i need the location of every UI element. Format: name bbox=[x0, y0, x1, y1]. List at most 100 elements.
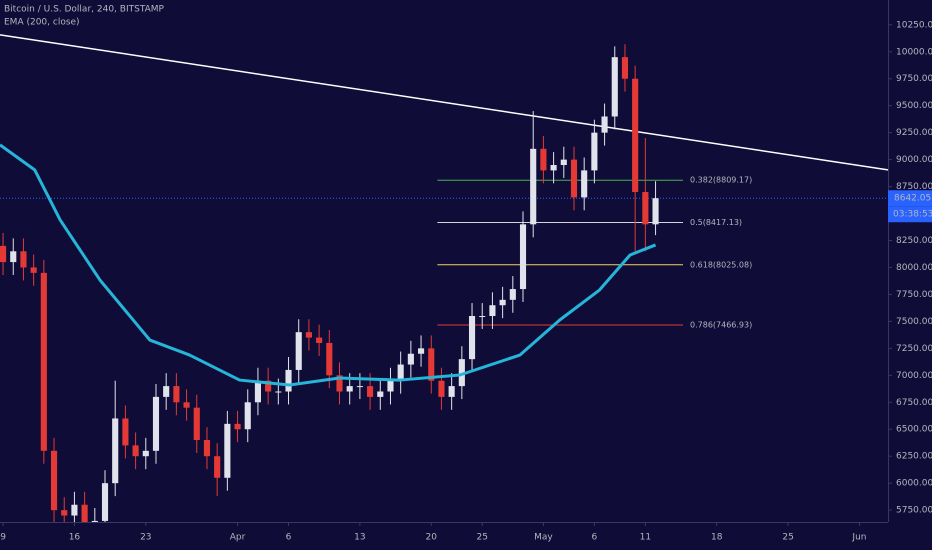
candle-body bbox=[71, 504, 78, 516]
candle-body bbox=[540, 148, 547, 171]
candle-body bbox=[152, 396, 160, 451]
candle-body bbox=[10, 251, 17, 263]
candle-body bbox=[407, 353, 414, 365]
candle-body bbox=[0, 245, 7, 263]
x-tick-label: May bbox=[534, 533, 553, 543]
chart-title: Bitcoin / U.S. Dollar, 240, BITSTAMP bbox=[4, 5, 165, 15]
candle-body bbox=[560, 159, 567, 166]
candle-body bbox=[91, 520, 98, 522]
x-tick-label: Jun bbox=[851, 533, 866, 543]
y-tick-label: 6500.00 bbox=[896, 425, 932, 435]
candle-body bbox=[316, 337, 323, 343]
candle-body bbox=[428, 348, 435, 381]
last-price-label: 8642.05 bbox=[894, 194, 931, 204]
y-tick-label: 6250.00 bbox=[896, 452, 932, 462]
candle-body bbox=[642, 191, 649, 225]
candle-body bbox=[611, 57, 618, 117]
candle-body bbox=[336, 375, 343, 392]
candle-body bbox=[367, 386, 374, 397]
candle-body bbox=[30, 267, 37, 273]
y-tick-label: 9750.00 bbox=[896, 74, 932, 84]
candle-body bbox=[458, 359, 465, 387]
candle-body bbox=[387, 380, 394, 392]
candle-body bbox=[142, 450, 149, 457]
fib-label: 0.382(8809.17) bbox=[690, 176, 752, 185]
trendline bbox=[0, 34, 888, 171]
countdown-label: 03:38:53 bbox=[893, 210, 932, 220]
y-tick-label: 5750.00 bbox=[896, 506, 932, 516]
y-tick-label: 10000.00 bbox=[896, 47, 932, 57]
candle-body bbox=[265, 380, 272, 392]
x-tick-label: 23 bbox=[140, 533, 151, 543]
last-price-box bbox=[888, 190, 932, 207]
candle-body bbox=[652, 198, 659, 225]
x-tick-label: 20 bbox=[426, 533, 438, 543]
candle-body bbox=[254, 380, 261, 403]
candle-body bbox=[356, 386, 363, 388]
candle-body bbox=[50, 450, 58, 511]
candle-body bbox=[214, 456, 221, 478]
candle-body bbox=[448, 386, 455, 397]
y-tick-label: 7250.00 bbox=[896, 344, 932, 354]
candle-body bbox=[183, 402, 190, 408]
x-tick-label: 6 bbox=[592, 533, 598, 543]
candle-body bbox=[377, 391, 384, 397]
candle-body bbox=[418, 348, 425, 354]
x-tick-label: 6 bbox=[286, 533, 292, 543]
x-tick-label: 25 bbox=[782, 533, 793, 543]
y-tick-label: 9250.00 bbox=[896, 128, 932, 138]
y-tick-label: 6750.00 bbox=[896, 398, 932, 408]
y-tick-label: 8250.00 bbox=[896, 236, 932, 246]
candle-body bbox=[122, 418, 129, 446]
candle-body bbox=[346, 386, 353, 392]
candle-body bbox=[112, 418, 119, 484]
y-tick-label: 8750.00 bbox=[896, 182, 932, 192]
candle-body bbox=[438, 380, 445, 397]
candle-body bbox=[20, 251, 27, 268]
x-tick-label: 25 bbox=[477, 533, 488, 543]
plot-area: 0.382(8809.17) 0.5(8417.13) 0.618(8025.08)… bbox=[0, 34, 888, 522]
candle-body bbox=[530, 148, 537, 225]
y-tick-label: 10250.00 bbox=[896, 20, 932, 30]
y-tick-label: 7500.00 bbox=[896, 317, 932, 327]
candle-body bbox=[489, 305, 496, 317]
candle-body bbox=[81, 504, 88, 522]
x-tick-label: 18 bbox=[711, 533, 723, 543]
candle-body bbox=[234, 423, 241, 430]
candle-body bbox=[193, 407, 200, 441]
candle-body bbox=[601, 116, 608, 133]
candle-body bbox=[509, 289, 516, 300]
y-tick-label: 9500.00 bbox=[896, 101, 932, 111]
candle-body bbox=[326, 342, 333, 376]
candle-body bbox=[468, 316, 476, 360]
candle-body bbox=[101, 483, 109, 521]
candle-body bbox=[132, 445, 139, 457]
candle-body bbox=[621, 57, 629, 79]
candle-body bbox=[173, 386, 180, 403]
candle-body bbox=[203, 440, 211, 457]
candle-body bbox=[295, 332, 302, 370]
candle-body bbox=[244, 402, 251, 430]
fib-label: 0.618(8025.08) bbox=[690, 260, 752, 269]
candle-body bbox=[550, 165, 557, 171]
candle-body bbox=[632, 78, 639, 192]
x-tick-label: 13 bbox=[354, 533, 365, 543]
candle-body bbox=[397, 364, 404, 381]
candle-body bbox=[519, 224, 527, 290]
x-tick-label: 9 bbox=[0, 533, 6, 543]
countdown-box bbox=[888, 206, 932, 223]
y-tick-label: 6000.00 bbox=[896, 479, 932, 489]
candle-body bbox=[479, 316, 486, 318]
indicator-label: EMA (200, close) bbox=[4, 18, 80, 28]
fib-label: 0.5(8417.13) bbox=[690, 218, 742, 227]
candle-body bbox=[499, 299, 506, 306]
y-tick-label: 7000.00 bbox=[896, 371, 932, 381]
candle-body bbox=[40, 272, 47, 451]
candle-body bbox=[163, 386, 170, 397]
candle-body bbox=[285, 369, 292, 392]
fib-label: 0.786(7466.93) bbox=[690, 320, 752, 329]
candle-body bbox=[61, 510, 68, 516]
candle-body bbox=[275, 391, 282, 393]
